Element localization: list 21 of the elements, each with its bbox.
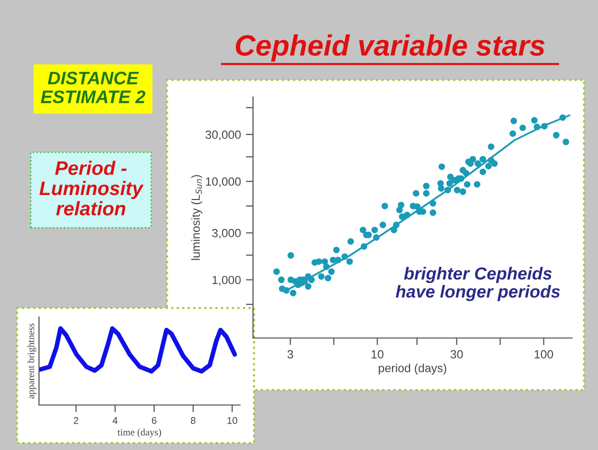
text: Period - Luminosity relation xyxy=(39,160,144,216)
annotation: brighter Cepheids have longer periods xyxy=(396,266,560,302)
x-tick-label: 6 xyxy=(152,417,156,424)
x-tick-label: 30 xyxy=(450,350,463,358)
x-tick-label: 3 xyxy=(287,350,294,358)
x-axis-title: time (days) xyxy=(118,428,162,438)
x-tick-label: 10 xyxy=(372,350,384,358)
x-tick-label: 4 xyxy=(112,417,118,424)
x-axis-title: period (days) xyxy=(378,364,446,375)
x-tick-label: 100 xyxy=(534,350,554,358)
y-tick-label: 10,000 xyxy=(206,177,241,188)
x-tick-label: 10 xyxy=(228,417,238,424)
x-tick-label: 8 xyxy=(190,417,196,424)
chart-title: Cepheid variable stars xyxy=(236,34,545,62)
x-tick-label: 2 xyxy=(74,417,78,424)
y-tick-label: 1,000 xyxy=(212,276,241,286)
y-tick-label: 30,000 xyxy=(206,130,241,140)
y-axis-title: luminosity (L$_{Sun}$) xyxy=(191,175,202,260)
text: DISTANCE ESTIMATE 2 xyxy=(40,72,146,104)
y-axis-title: apparent brightness xyxy=(27,323,36,399)
y-tick-label: 3,000 xyxy=(212,228,241,239)
